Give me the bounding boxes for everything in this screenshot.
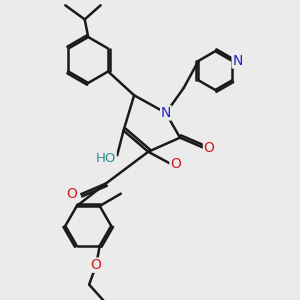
Text: O: O (170, 157, 181, 171)
Text: N: N (161, 106, 171, 120)
Text: HO: HO (96, 152, 116, 165)
Text: N: N (232, 54, 243, 68)
Text: O: O (203, 141, 214, 155)
Text: O: O (66, 187, 77, 201)
Text: O: O (91, 258, 102, 272)
